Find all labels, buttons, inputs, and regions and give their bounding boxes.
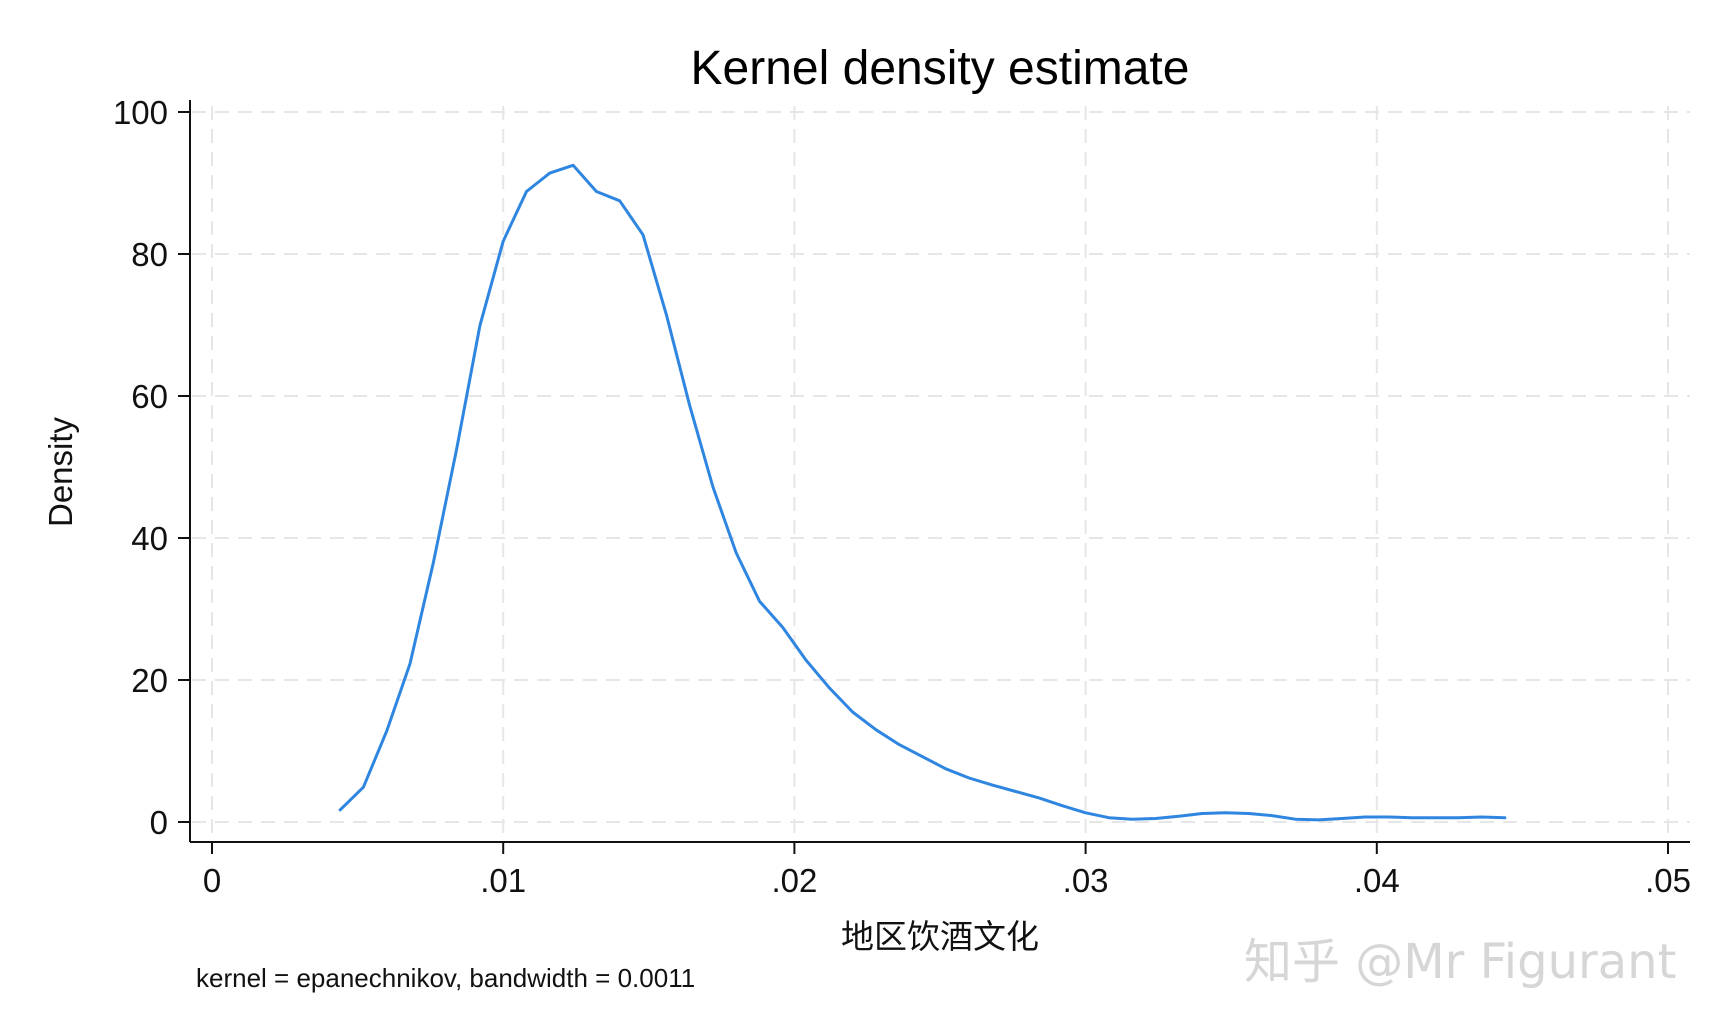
axes: [189, 100, 1690, 843]
x-tick-label: 0: [203, 862, 221, 899]
density-point: [478, 324, 481, 327]
density-line: [338, 163, 1507, 822]
density-point: [828, 686, 831, 689]
density-point: [595, 190, 598, 193]
x-tick-label: .05: [1645, 862, 1691, 899]
density-point: [1154, 817, 1157, 820]
kernel-note: kernel = epanechnikov, bandwidth = 0.001…: [196, 963, 695, 993]
density-point: [1340, 817, 1343, 820]
density-point: [944, 767, 947, 770]
watermark: 知乎 @Mr Figurant: [1244, 934, 1676, 990]
x-tick-label: .02: [771, 862, 817, 899]
density-point: [502, 240, 505, 243]
density-point: [1131, 818, 1134, 821]
y-tick-label: 60: [131, 378, 168, 415]
density-point: [1387, 816, 1390, 819]
density-point: [525, 190, 528, 193]
density-point: [432, 561, 435, 564]
density-point: [1084, 811, 1087, 814]
y-tick-label: 20: [131, 662, 168, 699]
density-point: [1364, 816, 1367, 819]
y-axis-label: Density: [42, 416, 79, 527]
density-point: [1410, 816, 1413, 819]
density-point: [362, 786, 365, 789]
density-point: [921, 755, 924, 758]
density-point: [851, 711, 854, 714]
density-point: [455, 448, 458, 451]
density-point: [758, 600, 761, 603]
density-point: [642, 233, 645, 236]
density-point: [1503, 816, 1506, 819]
density-point: [1038, 796, 1041, 799]
y-tick-label: 40: [131, 520, 168, 557]
x-axis-label: 地区饮酒文化: [841, 918, 1039, 955]
density-point: [618, 199, 621, 202]
density-point: [385, 730, 388, 733]
density-point: [1107, 816, 1110, 819]
density-point: [991, 784, 994, 787]
density-point: [665, 313, 668, 316]
grid-lines: [192, 106, 1690, 840]
tick-marks: [178, 111, 1669, 854]
density-point: [711, 485, 714, 488]
density-point: [1317, 818, 1320, 821]
density-point: [781, 626, 784, 629]
density-point: [1457, 816, 1460, 819]
density-point: [1177, 815, 1180, 818]
density-point: [1480, 816, 1483, 819]
y-tick-label: 100: [113, 94, 168, 131]
density-point: [1271, 814, 1274, 817]
density-point: [735, 551, 738, 554]
density-point: [339, 808, 342, 811]
x-tick-label: .01: [480, 862, 526, 899]
density-point: [874, 728, 877, 731]
density-point: [1224, 811, 1227, 814]
x-tick-label: .03: [1063, 862, 1109, 899]
y-tick-label: 80: [131, 236, 168, 273]
x-tick-label: .04: [1354, 862, 1400, 899]
density-point: [1294, 818, 1297, 821]
density-point: [1434, 816, 1437, 819]
density-point: [688, 404, 691, 407]
density-point: [1014, 790, 1017, 793]
density-point: [1061, 804, 1064, 807]
y-tick-label: 0: [150, 804, 168, 841]
density-series: [338, 163, 1507, 822]
density-point: [548, 172, 551, 175]
density-point: [1201, 812, 1204, 815]
density-point: [805, 659, 808, 662]
chart-title: Kernel density estimate: [691, 42, 1190, 95]
density-point: [409, 662, 412, 665]
density-point: [572, 164, 575, 167]
density-point: [1247, 812, 1250, 815]
density-point: [968, 777, 971, 780]
density-point: [898, 743, 901, 746]
